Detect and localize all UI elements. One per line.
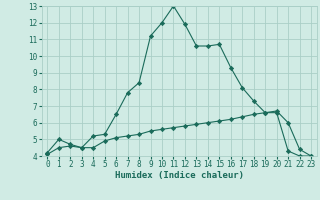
X-axis label: Humidex (Indice chaleur): Humidex (Indice chaleur): [115, 171, 244, 180]
